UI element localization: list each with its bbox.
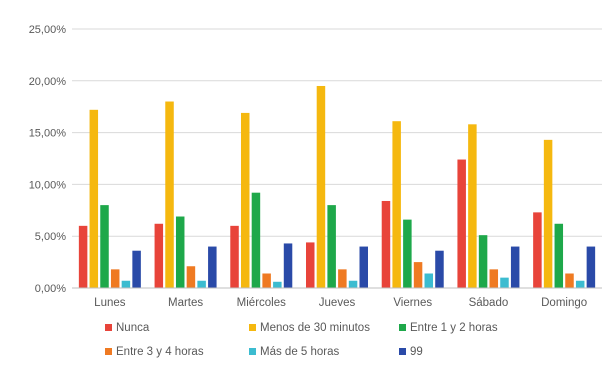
category-label: Domingo: [541, 297, 587, 309]
bar: [403, 219, 412, 288]
bar: [533, 212, 542, 288]
y-axis-tick-labels: 0,00% 5,00% 10,00% 15,00% 20,00% 25,00%: [29, 24, 67, 295]
bar: [338, 269, 347, 288]
bar: [510, 246, 520, 288]
legend-swatch: [399, 324, 406, 331]
legend-item: Entre 3 y 4 horas: [105, 346, 204, 358]
bar: [392, 121, 401, 288]
bar: [283, 243, 293, 288]
legend-label: Menos de 30 minutos: [260, 322, 370, 334]
legend-swatch: [249, 324, 256, 331]
y-tick-label: 25,00%: [29, 24, 67, 36]
bar: [273, 281, 282, 288]
legend: Nunca Menos de 30 minutos Entre 1 y 2 hora…: [105, 322, 498, 358]
bar: [154, 223, 164, 288]
bar: [121, 280, 131, 288]
legend-label: Entre 3 y 4 horas: [116, 346, 204, 358]
y-tick-label: 15,00%: [29, 128, 67, 140]
x-axis-category-labels: Lunes Martes Miércoles Jueves Viernes Sábado D…: [94, 297, 587, 309]
y-tick-label: 5,00%: [35, 231, 66, 243]
bar: [230, 225, 239, 288]
bar: [575, 280, 585, 288]
category-label: Lunes: [94, 297, 126, 309]
legend-item: Menos de 30 minutos: [249, 322, 370, 334]
bar: [306, 242, 315, 288]
bar: [262, 273, 271, 288]
legend-item: Entre 1 y 2 horas: [399, 322, 498, 334]
legend-label: Más de 5 horas: [260, 346, 340, 358]
legend-swatch: [105, 348, 112, 355]
legend-item: Nunca: [105, 322, 150, 334]
y-tick-label: 10,00%: [29, 179, 67, 191]
bar: [457, 159, 466, 288]
bar: [240, 112, 250, 288]
bar: [132, 250, 141, 288]
category-label: Sábado: [469, 297, 509, 309]
category-label: Martes: [168, 297, 203, 309]
legend-swatch: [105, 324, 112, 331]
legend-label: Nunca: [116, 322, 150, 334]
bar: [208, 246, 217, 288]
bar: [413, 262, 423, 288]
bar: [468, 124, 477, 288]
bar: [435, 250, 444, 288]
bar: [165, 101, 174, 289]
bar: [197, 280, 206, 288]
legend-item: Más de 5 horas: [249, 346, 340, 358]
legend-label: 99: [410, 346, 423, 358]
bar: [478, 235, 488, 288]
legend-swatch: [399, 348, 406, 355]
bar: [327, 205, 336, 288]
bar: [100, 205, 109, 288]
bar: [500, 277, 509, 288]
legend-swatch: [249, 348, 256, 355]
bar: [89, 109, 99, 288]
bar: [565, 273, 574, 288]
legend-item: 99: [399, 346, 423, 358]
category-label: Jueves: [319, 297, 356, 309]
category-label: Viernes: [393, 297, 432, 309]
bar: [110, 269, 120, 288]
bars: [78, 85, 596, 289]
bar: [78, 225, 88, 288]
bar: [186, 266, 196, 288]
bar: [586, 246, 596, 288]
bar: [251, 192, 261, 288]
bar: [543, 139, 553, 288]
gridlines: [72, 28, 602, 237]
bar: [489, 269, 499, 288]
bar: [359, 246, 368, 288]
bar: [554, 223, 564, 288]
bar: [175, 216, 185, 288]
bar: [381, 200, 391, 288]
y-tick-label: 20,00%: [29, 76, 67, 88]
category-label: Miércoles: [237, 297, 286, 309]
legend-label: Entre 1 y 2 horas: [410, 322, 498, 334]
bar: [316, 85, 326, 288]
bar: [348, 280, 358, 288]
y-tick-label: 0,00%: [35, 283, 66, 295]
bar: [424, 273, 434, 288]
